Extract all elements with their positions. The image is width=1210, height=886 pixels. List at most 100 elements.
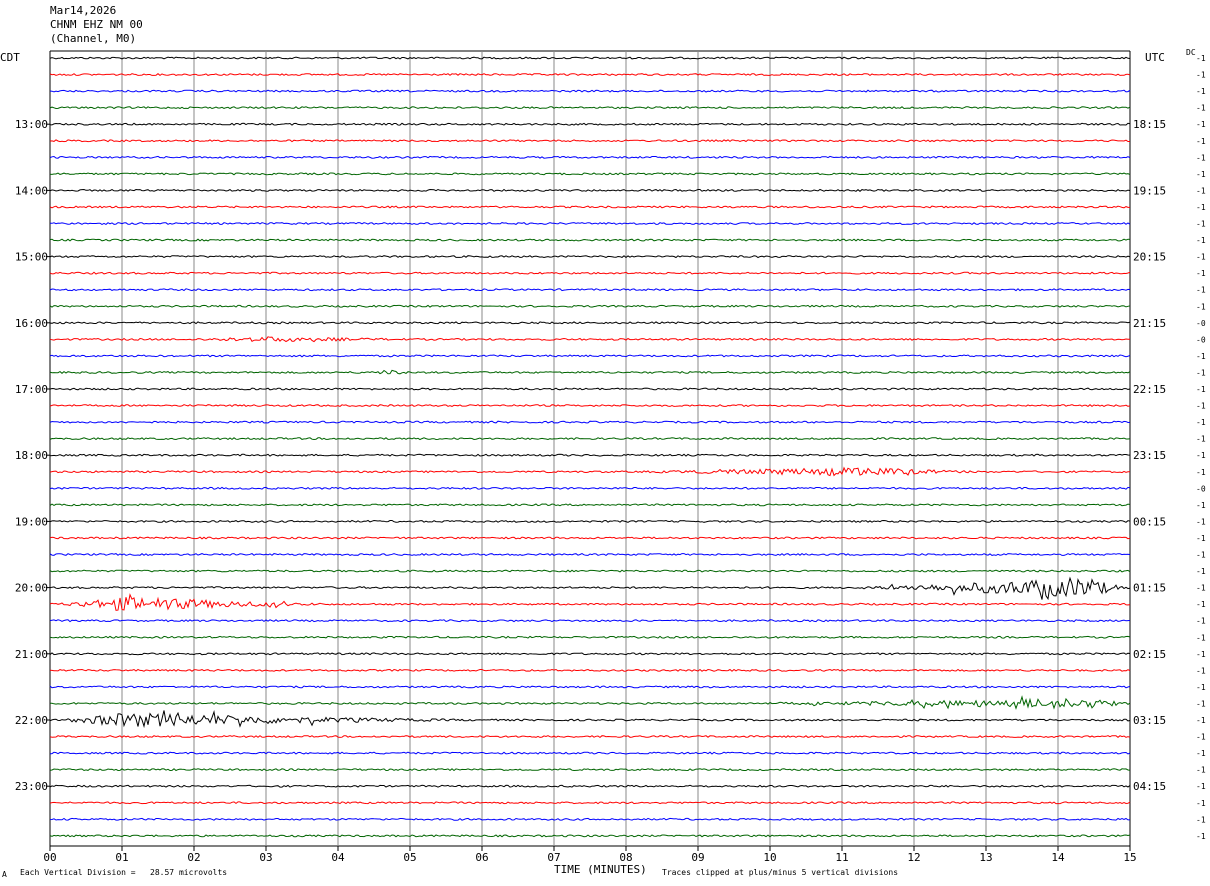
trace-row-0 — [49, 56, 1131, 60]
dc-offset-label: -1 — [1196, 368, 1206, 377]
dc-offset-label: -1 — [1196, 435, 1206, 444]
right-timezone-label: UTC — [1145, 51, 1165, 64]
dc-offset-label: -1 — [1196, 832, 1206, 841]
left-hour-label: 21:00 — [15, 648, 48, 661]
left-hour-label: 17:00 — [15, 383, 48, 396]
trace-row-36 — [49, 652, 1131, 656]
x-tick-label-00: 00 — [43, 851, 56, 864]
x-tick-label-04: 04 — [331, 851, 345, 864]
dc-offset-label: -1 — [1196, 501, 1206, 510]
right-hour-label: 18:15 — [1133, 118, 1166, 131]
trace-row-42 — [49, 751, 1131, 755]
units-label: (Channel, M0) — [50, 32, 137, 45]
clip-note: Traces clipped at plus/minus 5 vertical … — [662, 868, 899, 877]
trace-row-18 — [49, 354, 1131, 358]
right-hour-label: 20:15 — [1133, 251, 1166, 264]
dc-offset-label: -1 — [1196, 633, 1206, 642]
trace-row-35 — [49, 635, 1131, 639]
dc-label: DC — [1186, 48, 1196, 57]
trace-row-5 — [49, 139, 1130, 143]
trace-row-45 — [49, 801, 1131, 805]
trace-row-47 — [49, 834, 1131, 838]
dc-offset-label: -0 — [1196, 484, 1206, 493]
trace-row-11 — [49, 238, 1131, 242]
x-tick-label-07: 07 — [547, 851, 560, 864]
dc-offset-label: -1 — [1196, 534, 1206, 543]
date-label: Mar14,2026 — [50, 4, 117, 17]
dc-offset-label: -1 — [1196, 87, 1206, 96]
trace-row-14 — [49, 288, 1131, 292]
dc-offset-label: -1 — [1196, 666, 1206, 675]
trace-row-40 — [49, 710, 1131, 729]
dc-offset-label: -1 — [1196, 170, 1206, 179]
trace-row-9 — [49, 205, 1130, 209]
dc-offset-label: -1 — [1196, 269, 1206, 278]
station-label: CHNM EHZ NM 00 — [50, 18, 143, 31]
x-tick-label-06: 06 — [475, 851, 488, 864]
dc-offset-label: -1 — [1196, 468, 1206, 477]
trace-row-10 — [49, 221, 1131, 226]
dc-offset-label: -0 — [1196, 335, 1206, 344]
dc-offset-label: -1 — [1196, 600, 1206, 609]
trace-row-29 — [49, 536, 1131, 540]
x-tick-label-08: 08 — [619, 851, 632, 864]
left-hour-label: 14:00 — [15, 184, 48, 197]
right-hour-label: 21:15 — [1133, 317, 1166, 330]
trace-row-22 — [49, 420, 1131, 424]
trace-row-6 — [49, 155, 1131, 159]
dc-offset-label: -1 — [1196, 766, 1206, 775]
dc-offset-label: -1 — [1196, 302, 1206, 311]
dc-offset-label: -1 — [1196, 451, 1206, 460]
trace-row-1 — [49, 73, 1131, 77]
dc-offset-label: -1 — [1196, 286, 1206, 295]
dc-offset-label: -1 — [1196, 782, 1206, 791]
dc-offset-label: -1 — [1196, 71, 1206, 80]
dc-offset-label: -1 — [1196, 104, 1206, 113]
trace-row-19 — [49, 369, 1131, 375]
dc-offset-label: -1 — [1196, 220, 1206, 229]
trace-row-28 — [49, 519, 1131, 523]
x-tick-label-09: 09 — [691, 851, 704, 864]
dc-offset-label: -1 — [1196, 716, 1206, 725]
dc-offset-label: -1 — [1196, 352, 1206, 361]
x-tick-label-14: 14 — [1051, 851, 1065, 864]
dc-offset-label: -1 — [1196, 551, 1206, 560]
left-hour-label: 16:00 — [15, 317, 48, 330]
x-tick-label-05: 05 — [403, 851, 416, 864]
trace-row-39 — [50, 695, 1131, 710]
trace-row-23 — [49, 437, 1131, 441]
trace-row-3 — [49, 106, 1131, 110]
trace-row-20 — [49, 387, 1131, 391]
left-hour-label: 20:00 — [15, 582, 48, 595]
dc-offset-label: -1 — [1196, 617, 1206, 626]
x-tick-label-10: 10 — [763, 851, 776, 864]
dc-offset-label: -1 — [1196, 799, 1206, 808]
trace-row-38 — [49, 685, 1131, 689]
x-tick-label-01: 01 — [115, 851, 128, 864]
left-hour-label: 15:00 — [15, 251, 48, 264]
x-tick-label-02: 02 — [187, 851, 200, 864]
x-tick-label-11: 11 — [835, 851, 848, 864]
right-hour-label: 02:15 — [1133, 648, 1166, 661]
trace-row-33 — [49, 593, 1131, 611]
dc-offset-label: -1 — [1196, 385, 1206, 394]
dc-offset-label: -1 — [1196, 567, 1206, 576]
right-hour-label: 03:15 — [1133, 714, 1166, 727]
trace-row-37 — [49, 668, 1131, 672]
dc-offset-label: -1 — [1196, 253, 1206, 262]
right-hour-label: 22:15 — [1133, 383, 1166, 396]
x-tick-label-15: 15 — [1123, 851, 1136, 864]
dc-offset-label: -1 — [1196, 402, 1206, 411]
x-axis-label: TIME (MINUTES) — [554, 863, 647, 876]
trace-row-26 — [49, 486, 1131, 490]
dc-offset-label: -1 — [1196, 683, 1206, 692]
trace-row-8 — [49, 188, 1131, 192]
trace-row-13 — [49, 271, 1131, 275]
x-tick-label-03: 03 — [259, 851, 272, 864]
dc-offset-label: -0 — [1196, 319, 1206, 328]
dc-offset-label: -1 — [1196, 699, 1206, 708]
corner-mark: A — [2, 870, 7, 879]
trace-row-4 — [49, 122, 1131, 126]
trace-row-21 — [49, 404, 1131, 408]
